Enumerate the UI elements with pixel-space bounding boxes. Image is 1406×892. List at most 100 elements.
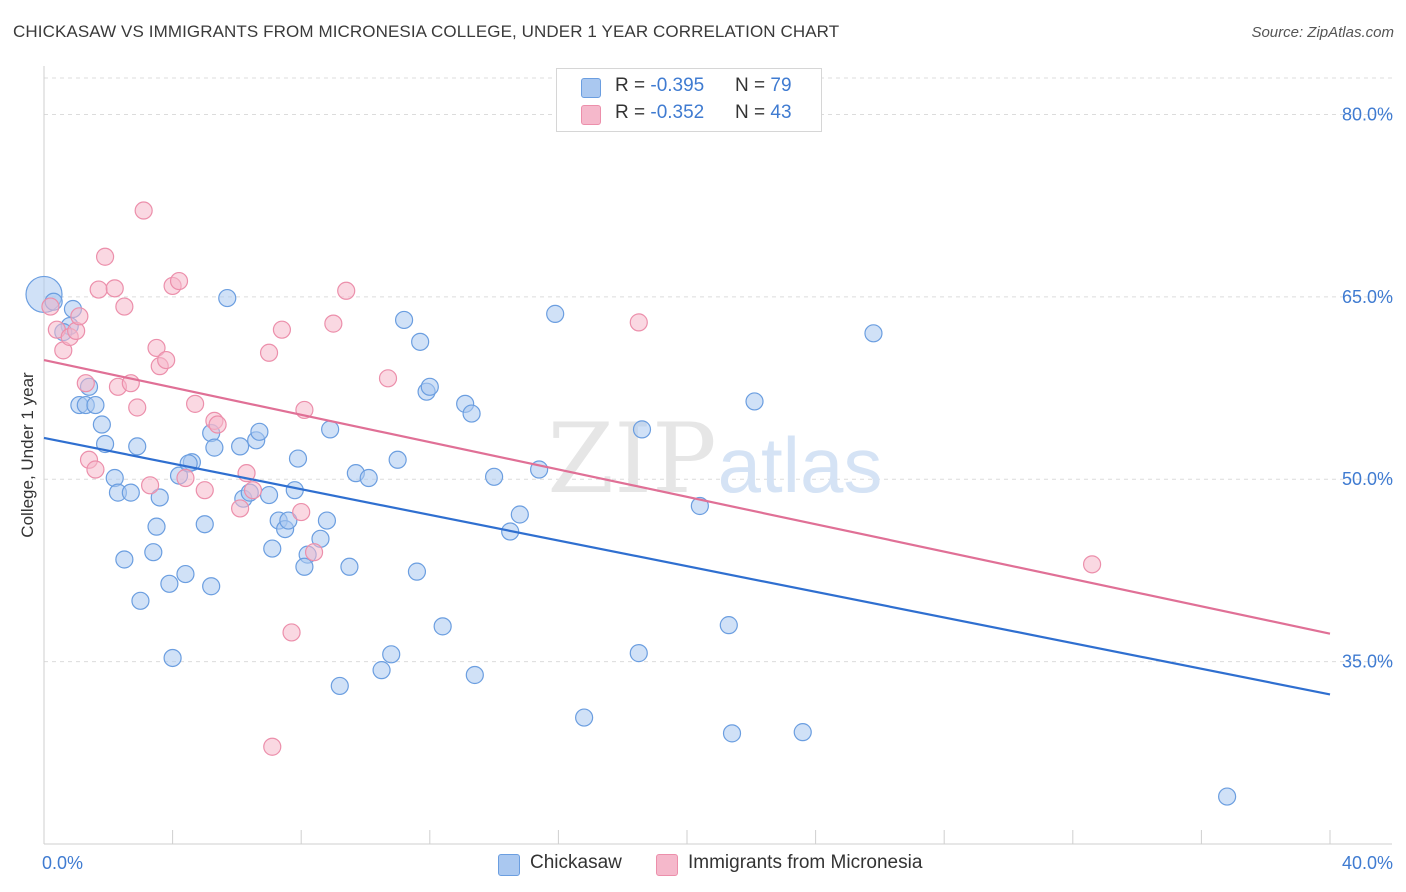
legend-row-chickasaw: R = -0.395 N = 79 [557, 73, 821, 99]
y-axis-label: College, Under 1 year [18, 372, 37, 538]
legend-r: R = -0.352 [615, 102, 704, 124]
point-chickasaw [485, 467, 504, 486]
tick-labels: 35.0% 50.0% 65.0% 80.0% 0.0% 40.0% [42, 104, 1393, 873]
point-micronesia [195, 481, 214, 500]
point-chickasaw [394, 310, 414, 330]
point-chickasaw [629, 644, 648, 663]
point-chickasaw [632, 420, 652, 439]
point-chickasaw [1218, 787, 1237, 806]
legend-r-value: -0.395 [650, 75, 705, 96]
point-chickasaw [793, 723, 812, 742]
point-micronesia [86, 460, 105, 479]
axes [43, 66, 1392, 845]
point-chickasaw [690, 496, 709, 516]
point-chickasaw [359, 468, 378, 488]
bottom-legend-label: Chickasaw [530, 852, 622, 873]
point-chickasaw [321, 420, 340, 439]
point-chickasaw [575, 708, 594, 727]
point-micronesia [1082, 555, 1102, 574]
point-chickasaw [279, 511, 298, 530]
point-micronesia [243, 481, 263, 500]
point-chickasaw [231, 437, 250, 456]
point-micronesia [176, 468, 195, 488]
legend-r-label: R = [615, 75, 651, 96]
point-micronesia [76, 374, 95, 393]
point-micronesia [292, 502, 311, 522]
point-chickasaw [546, 304, 565, 323]
y-tick-label: 50.0% [1342, 469, 1393, 489]
point-chickasaw [92, 415, 111, 434]
point-micronesia [272, 320, 292, 339]
point-micronesia [629, 313, 648, 332]
point-chickasaw [372, 661, 391, 680]
point-micronesia [128, 398, 147, 417]
point-chickasaw [150, 488, 169, 507]
point-micronesia [337, 281, 356, 300]
point-chickasaw [128, 437, 147, 456]
legend-n-value: 43 [770, 102, 792, 123]
point-micronesia [304, 543, 324, 562]
point-chickasaw [465, 665, 484, 685]
point-chickasaw [160, 574, 179, 593]
source-label: Source: ZipAtlas.com [1251, 24, 1394, 41]
point-chickasaw [382, 645, 401, 664]
point-chickasaw [330, 676, 349, 696]
point-micronesia [259, 343, 279, 362]
chart-title: CHICKASAW VS IMMIGRANTS FROM MICRONESIA … [13, 22, 840, 41]
point-chickasaw [433, 617, 452, 636]
point-chickasaw [263, 539, 282, 558]
point-chickasaw [420, 377, 439, 396]
point-micronesia [89, 280, 108, 299]
y-tick-label: 65.0% [1342, 287, 1393, 307]
watermark-atlas: atlas [718, 421, 883, 509]
point-micronesia [140, 476, 160, 495]
point-chickasaw [388, 450, 407, 469]
trendline-micronesia [43, 359, 1331, 635]
point-micronesia [70, 307, 89, 326]
point-chickasaw [719, 616, 738, 635]
point-chickasaw [250, 422, 269, 441]
point-micronesia [231, 499, 250, 518]
point-micronesia [147, 338, 166, 358]
point-chickasaw [510, 505, 529, 524]
legend-n-value: 79 [770, 75, 792, 96]
legend-swatch-chickasaw [581, 78, 601, 98]
point-chickasaw [163, 648, 182, 668]
x-tick-label: 0.0% [42, 853, 83, 873]
legend-n-label: N = [735, 102, 771, 123]
point-micronesia [324, 314, 343, 333]
point-chickasaw [462, 404, 481, 423]
point-micronesia [157, 350, 176, 370]
y-tick-label: 80.0% [1342, 104, 1393, 124]
point-chickasaw [115, 550, 134, 569]
point-chickasaw [176, 564, 195, 584]
bottom-legend-swatch [656, 854, 678, 876]
stats-legend: R = -0.395 N = 79 R = -0.352 N = 43 [556, 68, 822, 132]
point-chickasaw [317, 511, 337, 530]
point-micronesia [378, 369, 398, 388]
bottom-legend-swatch [498, 854, 520, 876]
point-micronesia [208, 415, 227, 434]
point-chickasaw [259, 485, 279, 505]
point-chickasaw [144, 543, 163, 562]
point-micronesia [282, 623, 301, 642]
point-chickasaw [86, 395, 105, 415]
point-chickasaw [288, 449, 308, 468]
point-chickasaw [205, 438, 224, 457]
legend-r-label: R = [615, 102, 651, 123]
point-chickasaw [295, 557, 314, 576]
y-tick-label: 35.0% [1342, 652, 1393, 672]
point-chickasaw [407, 562, 427, 581]
point-micronesia [134, 201, 153, 220]
point-micronesia [169, 271, 189, 291]
legend-r: R = -0.395 [615, 75, 704, 97]
point-chickasaw [722, 724, 742, 743]
point-micronesia [263, 737, 282, 756]
point-micronesia [95, 247, 115, 266]
x-tick-label: 40.0% [1342, 853, 1393, 873]
points-layer [25, 201, 1237, 806]
point-chickasaw [147, 517, 166, 536]
point-chickasaw [121, 483, 140, 502]
point-chickasaw [340, 557, 359, 576]
